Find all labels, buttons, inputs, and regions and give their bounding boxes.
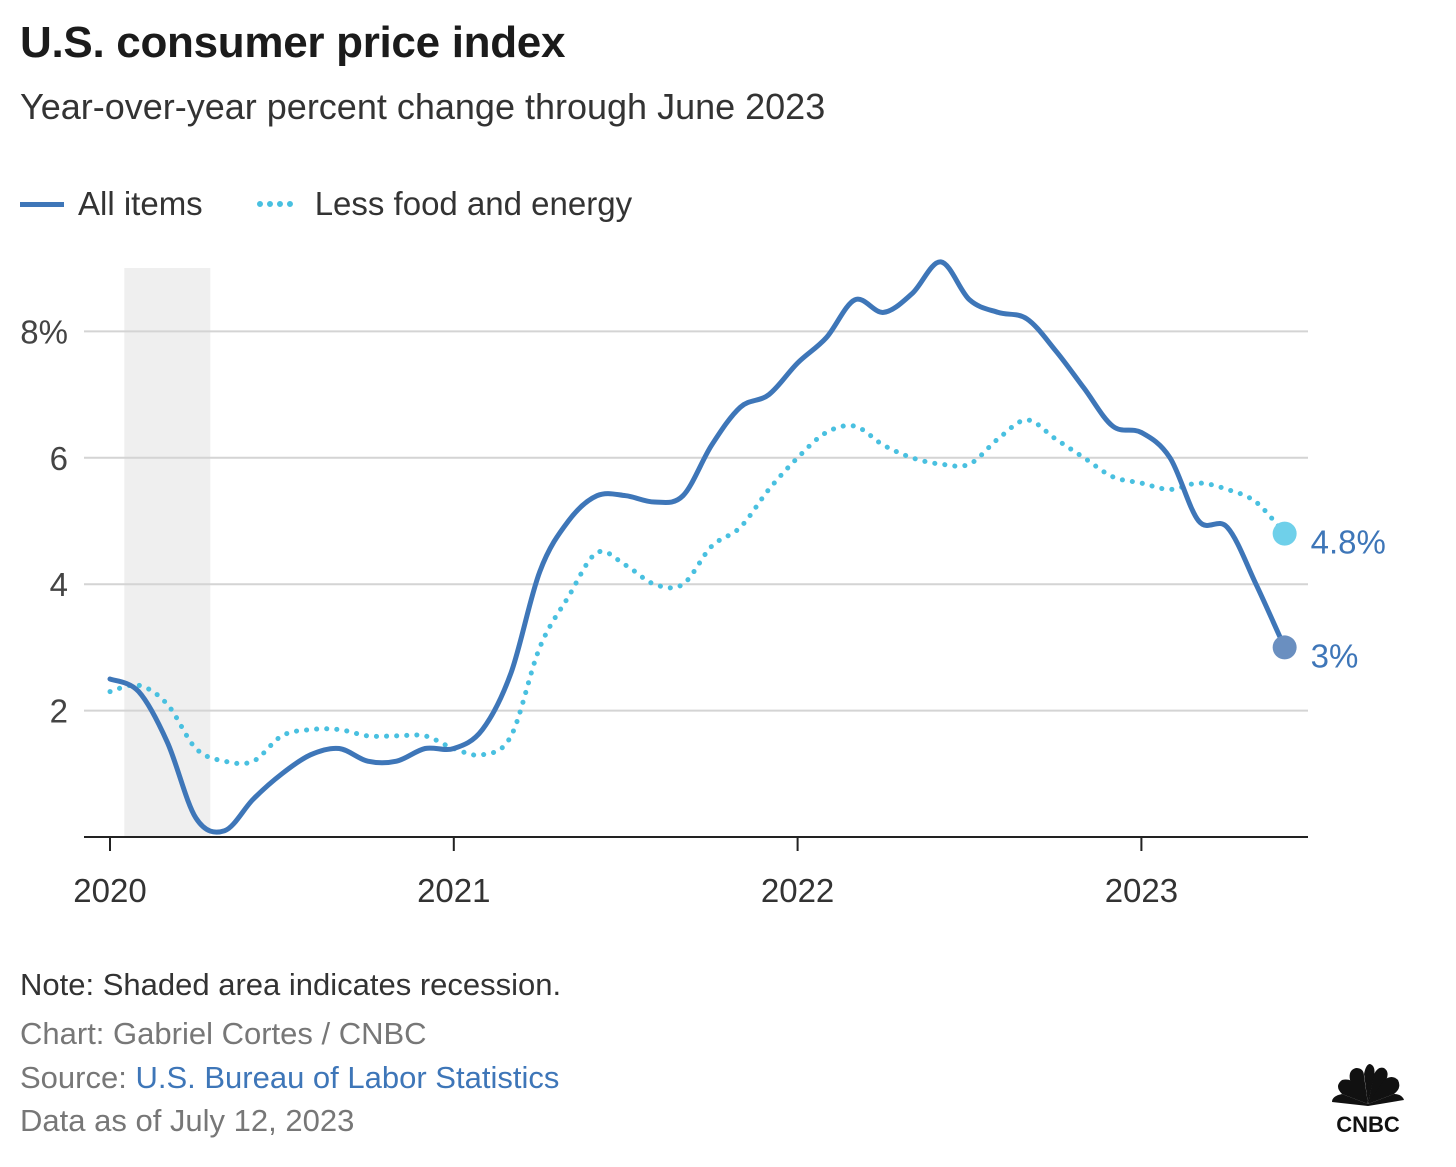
x-tick-label: 2020 xyxy=(73,872,146,909)
legend-label-all-items: All items xyxy=(78,185,203,222)
y-tick-label: 2 xyxy=(50,693,68,730)
footer-asof: Data as of July 12, 2023 xyxy=(20,1103,355,1138)
series-line-all-items xyxy=(107,259,1288,835)
legend-item-all-items: All items xyxy=(20,185,203,223)
series-line-less-food-and-energy xyxy=(107,417,1288,767)
footer-note: Note: Shaded area indicates recession. xyxy=(20,967,562,1002)
legend-label-core: Less food and energy xyxy=(314,185,633,222)
x-tick-label: 2022 xyxy=(761,872,834,909)
source-link[interactable]: U.S. Bureau of Labor Statistics xyxy=(135,1060,560,1095)
peacock-icon xyxy=(1332,1064,1404,1106)
footer-source: Source: U.S. Bureau of Labor Statistics xyxy=(20,1060,559,1096)
legend-swatch-dotted xyxy=(256,201,293,207)
legend: All items Less food and energy xyxy=(20,182,686,226)
source-prefix: Source: xyxy=(20,1060,136,1095)
chart-title: U.S. consumer price index xyxy=(20,18,566,67)
end-label-all-items: 3% xyxy=(1311,637,1359,674)
y-tick-label: 8% xyxy=(20,313,68,350)
chart-subtitle: Year-over-year percent change through Ju… xyxy=(20,86,826,127)
legend-item-core: Less food and energy xyxy=(256,185,633,223)
end-label-less-food-and-energy: 4.8% xyxy=(1311,524,1386,561)
legend-swatch-solid xyxy=(20,201,64,207)
y-tick-label: 6 xyxy=(50,440,68,477)
x-tick-label: 2021 xyxy=(417,872,490,909)
cnbc-wordmark: CNBC xyxy=(1336,1112,1400,1136)
x-tick-label: 2023 xyxy=(1105,872,1178,909)
line-chart: 2 4 6 8% 2020 2021 2022 2023 4.8% 3% xyxy=(20,259,1386,909)
end-point-all-items xyxy=(1272,635,1297,660)
cnbc-logo: CNBC xyxy=(1332,1064,1404,1136)
y-tick-label: 4 xyxy=(50,566,68,603)
footer-credit: Chart: Gabriel Cortes / CNBC xyxy=(20,1016,427,1051)
end-point-less-food-and-energy xyxy=(1272,521,1297,546)
